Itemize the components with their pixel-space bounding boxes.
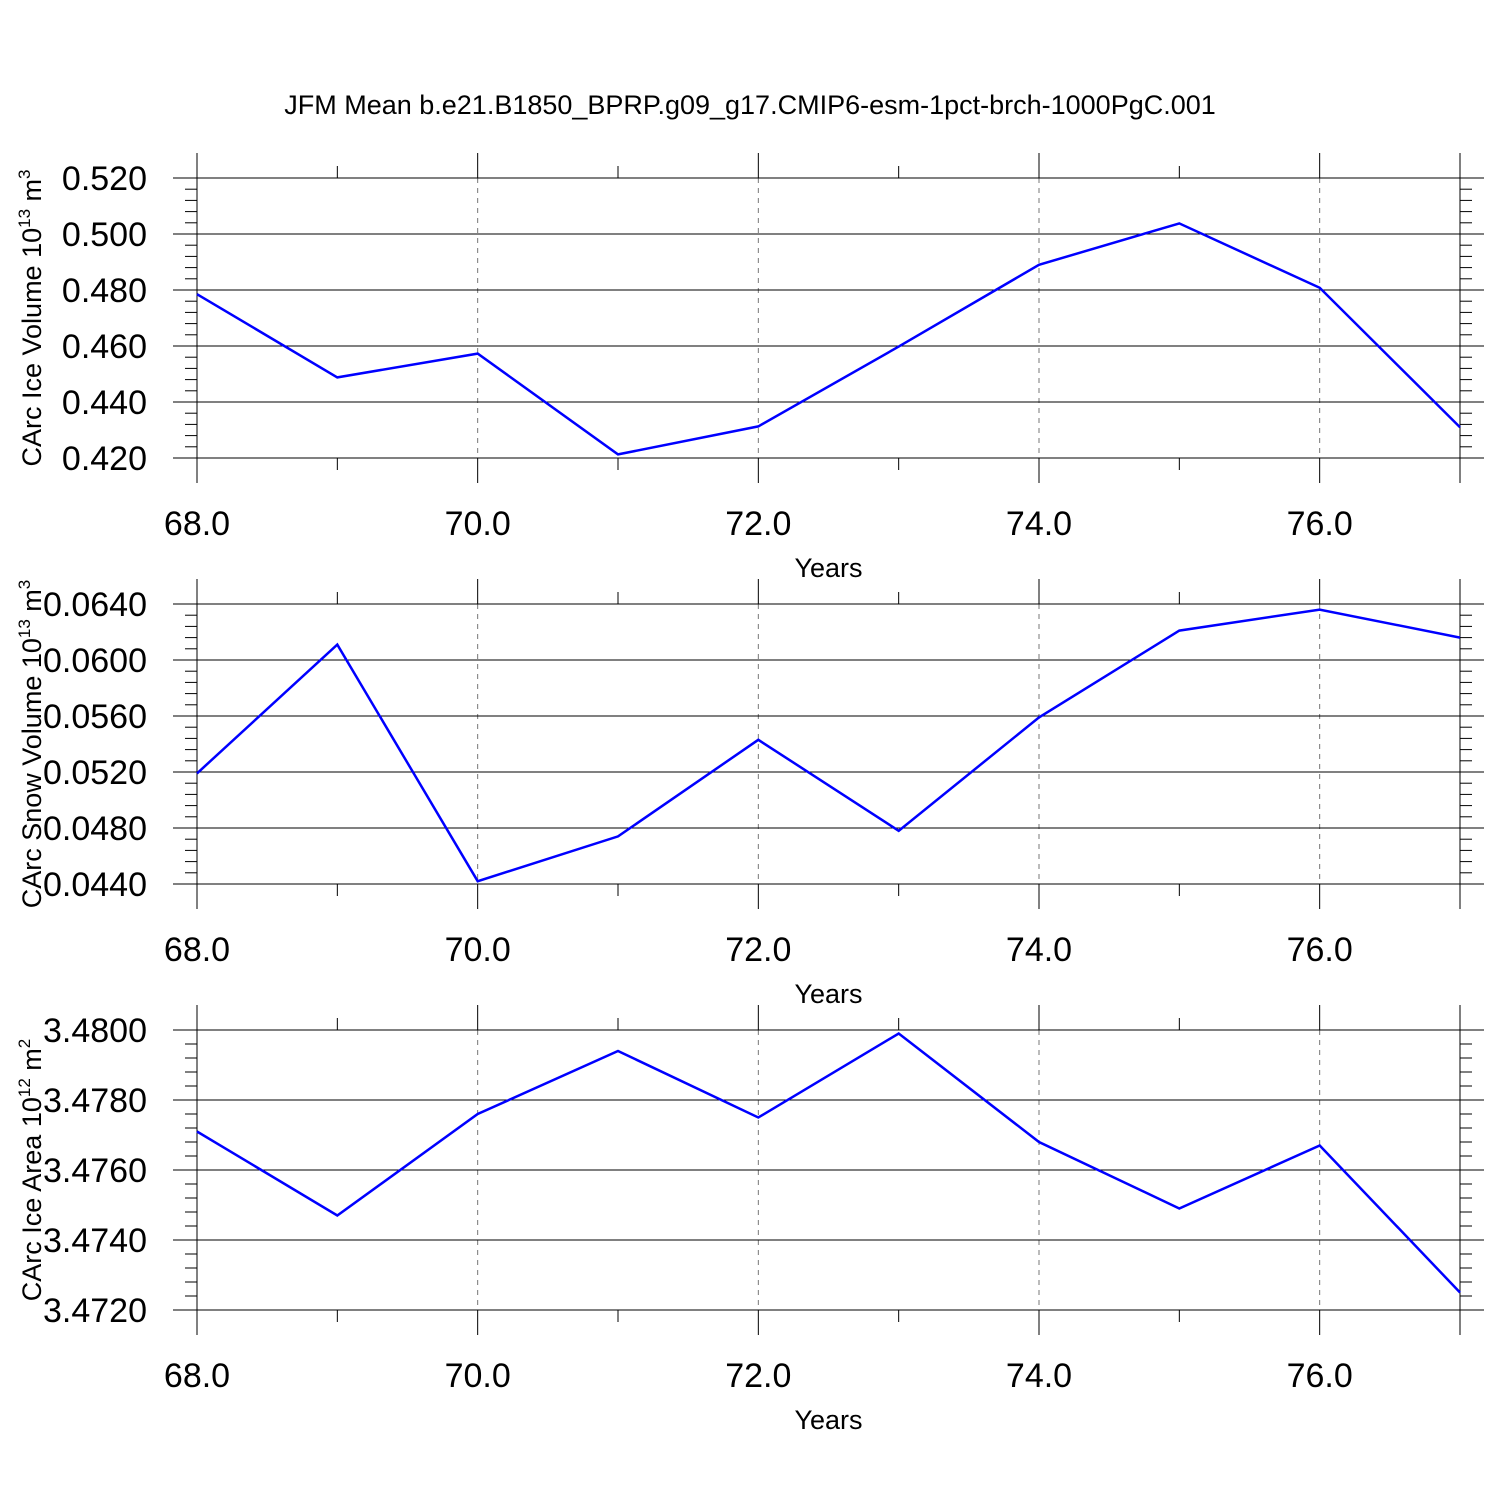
x-tick-label: 72.0 [725, 931, 791, 969]
x-tick-label: 68.0 [164, 505, 230, 543]
series-line-1 [196, 1031, 1461, 1294]
series-line-1 [196, 222, 1461, 456]
series-line-1 [196, 608, 1461, 883]
y-tick-label: 3.4780 [43, 1082, 147, 1120]
y-tick-label: 0.0520 [43, 754, 147, 792]
chart-panels: 0.420 0.440 0.460 0.480 0.500 0.520 68.0 70.0 72… [15, 153, 1484, 1435]
y-tick-label: 0.500 [62, 216, 147, 254]
y-axis-label: CArc Ice Area 1012 m2 [15, 1039, 47, 1302]
x-tick-label: 74.0 [1006, 505, 1072, 543]
x-tick-label: 76.0 [1287, 1357, 1353, 1395]
x-tick-label: 68.0 [164, 931, 230, 969]
x-tick-label: 76.0 [1287, 505, 1353, 543]
y-axis-label: CArc Ice Volume 1013 m3 [15, 169, 47, 466]
panel-1: 0.420 0.440 0.460 0.480 0.500 0.520 68.0 70.0 72… [15, 153, 1484, 583]
x-tick-label: 70.0 [445, 1357, 511, 1395]
x-tick-label: 68.0 [164, 1357, 230, 1395]
x-tick-label: 70.0 [445, 931, 511, 969]
chart-title: JFM Mean b.e21.B1850_BPRP.g09_g17.CMIP6-… [284, 90, 1216, 120]
y-tick-label: 0.520 [62, 160, 147, 198]
y-tick-label: 0.0480 [43, 810, 147, 848]
x-axis-label: Years [794, 553, 862, 583]
y-axis-label: CArc Snow Volume 1013 m3 [15, 580, 47, 909]
y-tick-label: 3.4800 [43, 1012, 147, 1050]
x-tick-label: 76.0 [1287, 931, 1353, 969]
y-tick-label: 0.480 [62, 272, 147, 310]
y-tick-label: 0.0440 [43, 866, 147, 904]
y-tick-label: 0.0600 [43, 642, 147, 680]
panel-2: 0.0440 0.0480 0.0520 0.0560 0.0600 0.0640 68.0… [15, 579, 1484, 1009]
x-tick-label: 74.0 [1006, 1357, 1072, 1395]
y-tick-label: 3.4760 [43, 1152, 147, 1190]
x-axis-label: Years [794, 979, 862, 1009]
y-tick-label: 0.420 [62, 440, 147, 478]
y-tick-label: 0.0640 [43, 586, 147, 624]
x-tick-label: 72.0 [725, 1357, 791, 1395]
panel-3: 3.4720 3.4740 3.4760 3.4780 3.4800 68.0 70.0 72… [15, 1005, 1484, 1435]
y-tick-label: 0.460 [62, 328, 147, 366]
x-axis-label: Years [794, 1405, 862, 1435]
x-tick-label: 70.0 [445, 505, 511, 543]
y-tick-label: 0.0560 [43, 698, 147, 736]
y-tick-label: 3.4720 [43, 1292, 147, 1330]
y-tick-label: 0.440 [62, 384, 147, 422]
x-tick-label: 74.0 [1006, 931, 1072, 969]
y-tick-label: 3.4740 [43, 1222, 147, 1260]
x-tick-label: 72.0 [725, 505, 791, 543]
